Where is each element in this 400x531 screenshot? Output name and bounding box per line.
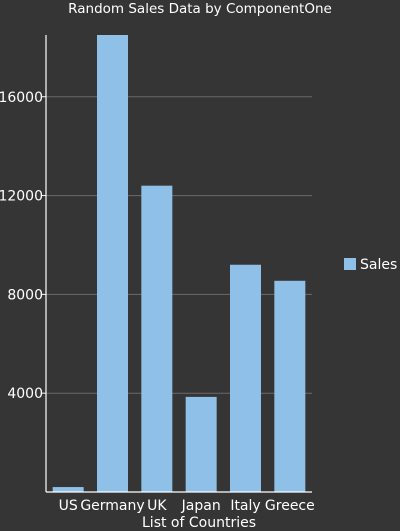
bar-us [52,487,84,492]
x-tick-label-uk: UK [147,498,167,514]
bar-germany [97,35,128,492]
legend-label-sales: Sales [360,257,397,273]
x-axis-title: List of Countries [142,515,256,531]
x-tick-label-greece: Greece [265,498,315,514]
y-tick-labels: 4000 8000 12000 16000 [0,90,46,402]
x-tick-label-japan: Japan [181,498,221,514]
x-tick-label-us: US [59,498,78,514]
bar-uk [141,185,173,492]
y-tick-label-4000: 4000 [7,386,43,402]
x-tick-label-germany: Germany [80,498,144,514]
bar-greece [274,280,306,492]
legend[interactable]: Sales [344,257,397,273]
y-tick-label-16000: 16000 [0,90,43,106]
legend-swatch-sales [344,258,356,270]
chart-title: Random Sales Data by ComponentOne [68,1,332,17]
x-tick-labels: US Germany UK Japan Italy Greece [59,498,315,514]
x-tick-label-italy: Italy [230,498,260,514]
axes [45,35,312,493]
y-tick-label-12000: 12000 [0,189,43,205]
bars [52,35,306,492]
bar-japan [185,396,217,492]
bar-italy [230,264,261,492]
gridlines [46,96,312,394]
y-tick-label-8000: 8000 [7,287,43,303]
